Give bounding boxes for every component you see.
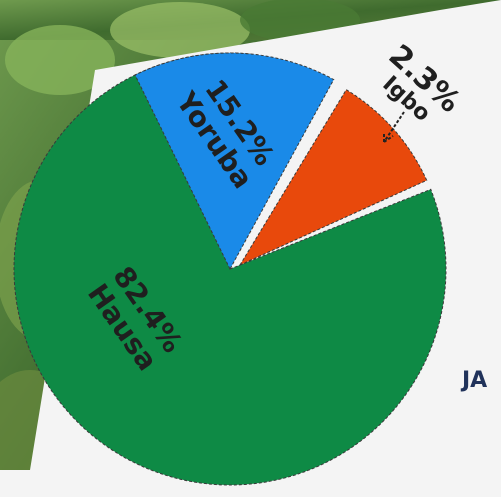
pie-slice-hausa xyxy=(13,52,447,486)
igbo-arrow xyxy=(383,111,405,143)
pie-slices xyxy=(13,52,447,486)
pie-slice-yoruba xyxy=(134,52,335,271)
edge-text: JA xyxy=(462,368,488,393)
